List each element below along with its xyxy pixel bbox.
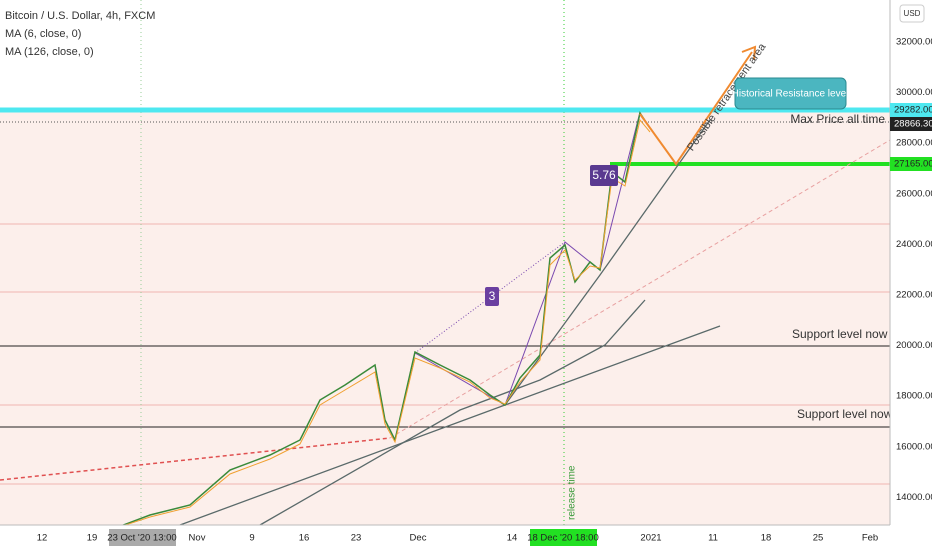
wave1-box bbox=[485, 287, 499, 306]
time-label: 9 bbox=[249, 533, 254, 544]
time-label: 16 bbox=[299, 533, 310, 544]
price-label: 28000.00 bbox=[896, 138, 932, 149]
zone bbox=[0, 112, 890, 525]
resistance-box bbox=[734, 77, 847, 110]
last-label: 28866.30 bbox=[894, 119, 932, 130]
time-label: Feb bbox=[862, 533, 878, 544]
wave2: 5.76 bbox=[592, 168, 616, 182]
trend-pink bbox=[389, 139, 891, 439]
ma1: MA (6, close, 0) bbox=[5, 28, 81, 40]
price-axis bbox=[890, 0, 932, 525]
time-label: 14 bbox=[507, 533, 518, 544]
support1: Support level now 200 bbox=[792, 327, 911, 341]
time-label: 11 bbox=[708, 533, 718, 544]
time-label: 25 bbox=[813, 533, 824, 544]
currency-button[interactable] bbox=[899, 4, 925, 23]
time-label: 19 bbox=[87, 533, 98, 544]
wave2-box bbox=[590, 165, 618, 186]
wave1: 3 bbox=[489, 289, 496, 303]
time-label: 2021 bbox=[640, 533, 661, 544]
price-label: 16000.00 bbox=[896, 441, 932, 452]
cursor-tag bbox=[109, 529, 176, 546]
price-label: 14000.00 bbox=[896, 492, 932, 503]
release-text: release time bbox=[567, 465, 578, 520]
price-label: 22000.00 bbox=[896, 290, 932, 301]
support-tag bbox=[890, 157, 932, 171]
resistance-label: 29282.00 bbox=[894, 105, 932, 116]
price-label: 32000.00 bbox=[896, 37, 932, 48]
release-label: 18 Dec '20 18:00 bbox=[527, 533, 599, 544]
resistance-text: Historical Resistance level bbox=[732, 89, 849, 100]
price-label: 20000.00 bbox=[896, 340, 932, 351]
last-tag bbox=[890, 117, 932, 131]
trend-red bbox=[0, 437, 391, 481]
ma6 bbox=[109, 118, 651, 531]
support-label: 27165.00 bbox=[894, 159, 932, 170]
retracement bbox=[639, 45, 757, 166]
time-label: Dec bbox=[410, 533, 427, 544]
time-label: 23 bbox=[351, 533, 362, 544]
resistance-tag bbox=[890, 103, 932, 117]
price-label: 18000.00 bbox=[896, 391, 932, 402]
max-price: Max Price all time bbox=[790, 112, 885, 126]
symbol: Bitcoin / U.S. Dollar, 4h, FXCM bbox=[5, 10, 155, 22]
time-label: 18 bbox=[761, 533, 772, 544]
ma2: MA (126, close, 0) bbox=[5, 46, 94, 58]
price-label: 26000.00 bbox=[896, 188, 932, 199]
release-tag bbox=[530, 529, 597, 546]
time-label: Nov bbox=[189, 533, 206, 544]
price-label: 30000.00 bbox=[896, 87, 932, 98]
cursor-label: 23 Oct '20 13:00 bbox=[107, 533, 176, 544]
support2: Support level now @ bbox=[797, 407, 908, 421]
currency[interactable]: USD bbox=[904, 9, 921, 18]
time-label: 12 bbox=[37, 533, 48, 544]
price-label: 24000.00 bbox=[896, 239, 932, 250]
